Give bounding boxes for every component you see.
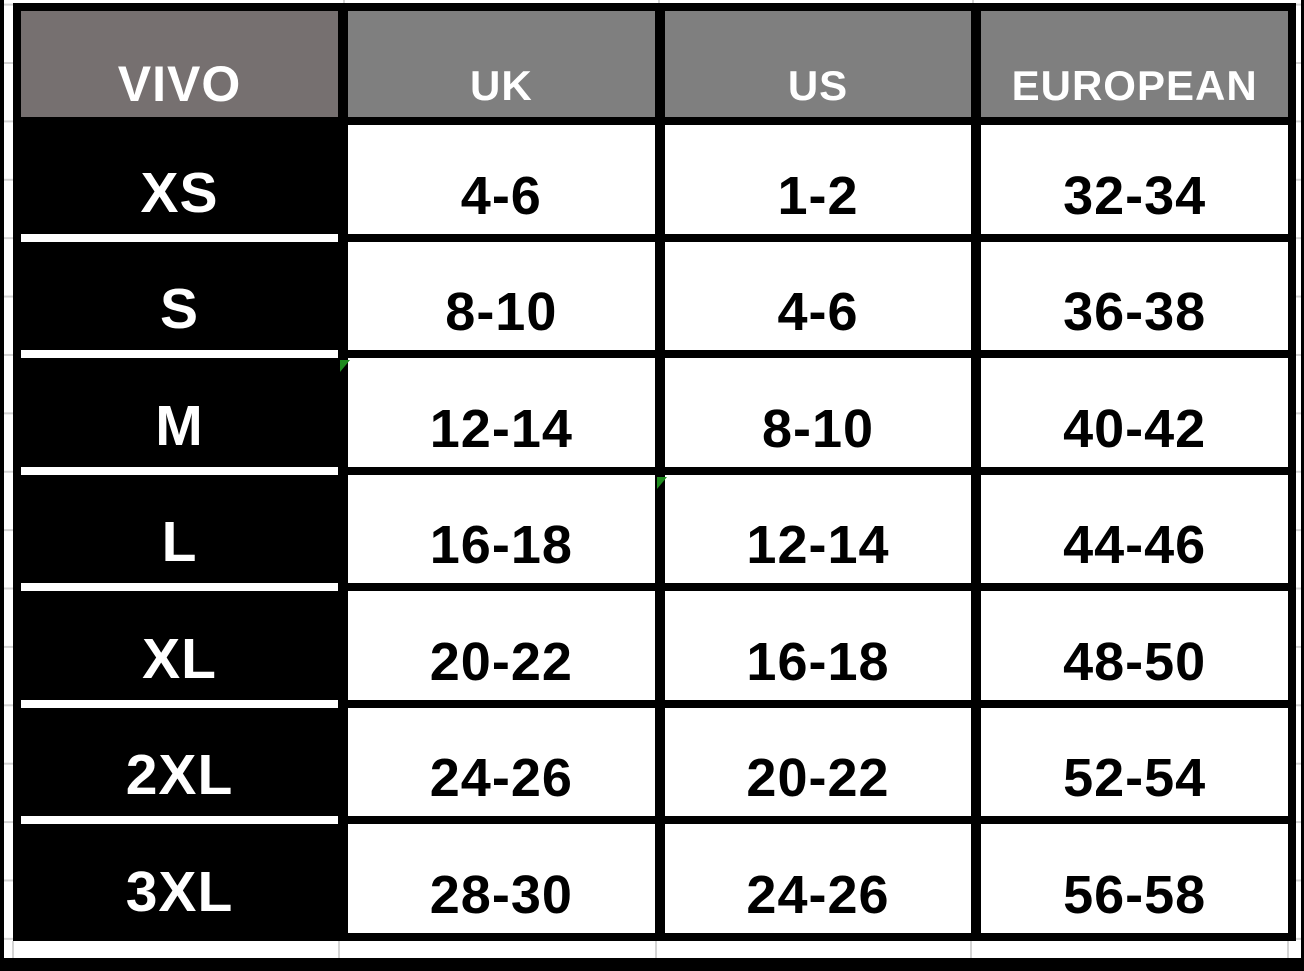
cell-m-european[interactable]: 40-42: [971, 350, 1288, 467]
cell-s-european[interactable]: 36-38: [971, 233, 1288, 351]
cell-xs-us[interactable]: 1-2: [654, 117, 972, 234]
cell-2xl-us[interactable]: 20-22: [654, 699, 972, 817]
cell-xl-european[interactable]: 48-50: [971, 583, 1288, 700]
cell-3xl-uk[interactable]: 28-30: [338, 816, 655, 933]
header-cell-uk[interactable]: UK: [338, 11, 655, 117]
cell-2xl-european[interactable]: 52-54: [971, 699, 1288, 817]
cell-error-indicator-icon: [340, 360, 350, 372]
screenshot-frame-right: [1301, 0, 1304, 971]
size-label-xs[interactable]: XS: [21, 117, 338, 234]
gridline-tick: [338, 941, 340, 958]
gridline-ticks-left: [4, 0, 13, 958]
size-label-m[interactable]: M: [21, 350, 338, 467]
cell-s-uk[interactable]: 8-10: [338, 233, 655, 351]
cell-xl-uk[interactable]: 20-22: [338, 583, 655, 700]
screenshot-frame-bottom: [0, 958, 1304, 971]
size-label-3xl[interactable]: 3XL: [21, 816, 338, 933]
header-cell-european[interactable]: EUROPEAN: [971, 11, 1288, 117]
cell-3xl-european[interactable]: 56-58: [971, 816, 1288, 933]
gridline-tick: [1287, 941, 1289, 958]
header-cell-brand[interactable]: VIVO: [21, 11, 338, 117]
cell-3xl-us[interactable]: 24-26: [654, 816, 972, 933]
gridline-tick: [12, 941, 14, 958]
cell-xs-uk[interactable]: 4-6: [338, 117, 655, 234]
size-label-xl[interactable]: XL: [21, 583, 338, 700]
cell-2xl-uk[interactable]: 24-26: [338, 699, 655, 817]
size-chart-table: VIVO UK US EUROPEAN XS 4-6 1-2 32-34 S 8…: [13, 3, 1296, 941]
cell-l-uk[interactable]: 16-18: [338, 466, 655, 584]
gridline-tick: [972, 0, 974, 3]
gridline-tick: [343, 0, 345, 3]
header-cell-us[interactable]: US: [654, 11, 972, 117]
cell-error-indicator-icon: [657, 477, 667, 489]
cell-l-european[interactable]: 44-46: [971, 466, 1288, 584]
size-label-2xl[interactable]: 2XL: [21, 699, 338, 817]
gridline-tick: [970, 941, 972, 958]
size-label-l[interactable]: L: [21, 466, 338, 584]
cell-s-us[interactable]: 4-6: [654, 233, 972, 351]
cell-xl-us[interactable]: 16-18: [654, 583, 972, 700]
cell-m-uk[interactable]: 12-14: [338, 350, 655, 467]
size-label-s[interactable]: S: [21, 233, 338, 351]
gridline-ticks-right: [1295, 0, 1301, 958]
gridline-tick: [655, 941, 657, 958]
cell-xs-european[interactable]: 32-34: [971, 117, 1288, 234]
gridline-tick: [658, 0, 660, 3]
screenshot-frame-left: [0, 0, 4, 971]
cell-m-us[interactable]: 8-10: [654, 350, 972, 467]
cell-l-us[interactable]: 12-14: [654, 466, 972, 584]
